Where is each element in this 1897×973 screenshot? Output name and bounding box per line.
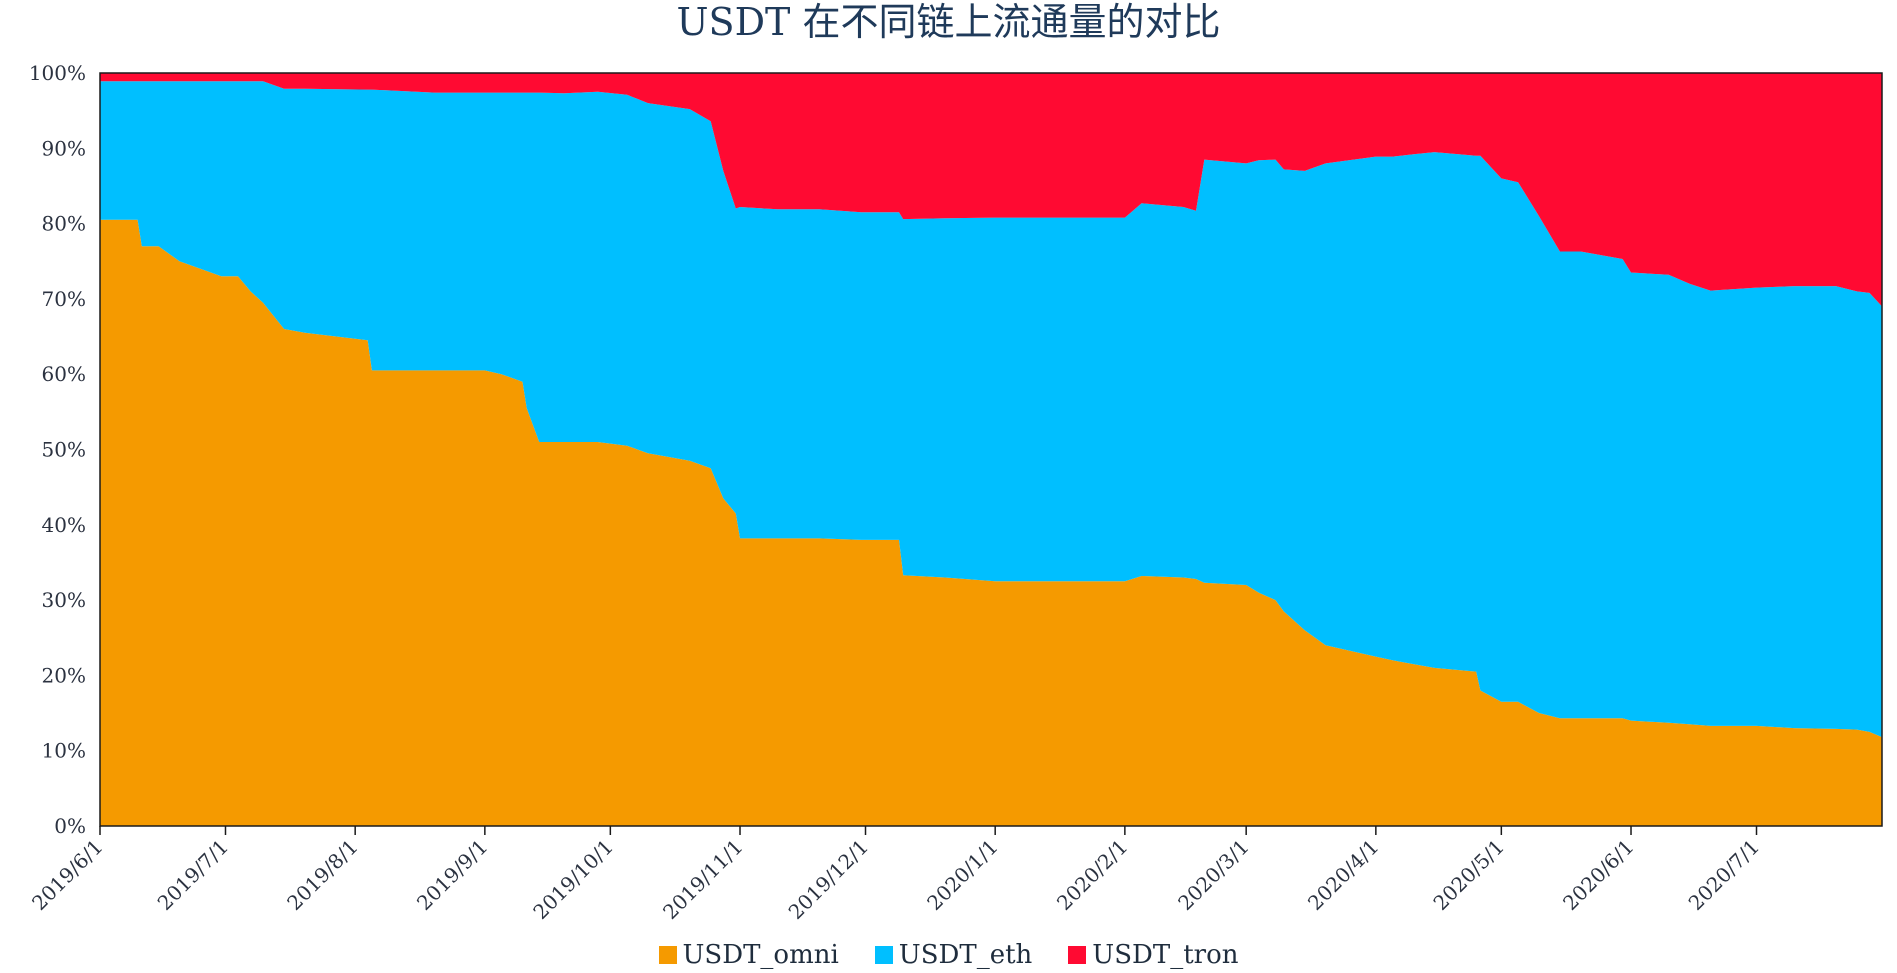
axes: [99, 72, 1883, 827]
x-tick-label: 2020/3/1: [1173, 835, 1253, 915]
legend-label: USDT_omni: [682, 940, 839, 970]
stacked-area-chart: 0% 10% 20% 30% 40% 50% 60% 70% 80% 90% 100% 2019/6…: [27, 61, 1883, 924]
area-usdt-eth: [100, 81, 1882, 738]
x-axis-ticks: 2019/6/1 2019/7/1 2019/8/1 2019/9/1 2019/10/…: [27, 826, 1764, 924]
legend-swatch: [658, 946, 677, 964]
y-tick-label: 100%: [29, 61, 86, 85]
x-tick-label: 2020/2/1: [1052, 835, 1132, 915]
x-tick-label: 2020/6/1: [1558, 835, 1638, 915]
x-tick-label: 2019/11/1: [658, 835, 747, 924]
x-tick-label: 2019/8/1: [282, 835, 362, 915]
y-tick-label: 0%: [54, 814, 86, 838]
x-tick-label: 2019/6/1: [27, 835, 107, 915]
x-tick-label: 2019/7/1: [153, 835, 233, 915]
y-tick-label: 70%: [42, 287, 86, 311]
y-tick-label: 30%: [42, 588, 86, 612]
legend-swatch: [874, 946, 893, 964]
y-tick-label: 40%: [42, 513, 86, 537]
series-areas: [100, 73, 1882, 827]
legend: USDT_omni USDT_eth USDT_tron: [0, 940, 1897, 973]
legend-item-usdt-tron: USDT_tron: [1068, 940, 1238, 970]
y-tick-label: 90%: [42, 136, 86, 160]
y-tick-label: 50%: [42, 438, 86, 462]
y-tick-label: 20%: [42, 663, 86, 687]
area-usdt-tron: [100, 73, 1882, 307]
x-tick-label: 2019/9/1: [412, 835, 492, 915]
x-tick-label: 2019/10/1: [528, 835, 617, 924]
legend-swatch: [1068, 946, 1087, 964]
y-tick-label: 80%: [42, 212, 86, 236]
x-tick-label: 2020/4/1: [1303, 835, 1383, 915]
x-tick-label: 2020/1/1: [922, 835, 1002, 915]
plot-frame: [99, 72, 1883, 827]
x-tick-label: 2019/12/1: [784, 835, 873, 924]
y-tick-label: 10%: [42, 739, 86, 763]
legend-label: USDT_eth: [898, 940, 1033, 970]
y-tick-label: 60%: [42, 362, 86, 386]
chart-title: USDT 在不同链上流通量的对比: [676, 0, 1221, 44]
x-tick-label: 2020/5/1: [1428, 835, 1508, 915]
area-usdt-omni: [100, 219, 1882, 827]
legend-item-usdt-eth: USDT_eth: [874, 940, 1033, 970]
legend-label: USDT_tron: [1092, 940, 1239, 970]
x-tick-label: 2020/7/1: [1684, 835, 1764, 915]
y-axis-ticks: 0% 10% 20% 30% 40% 50% 60% 70% 80% 90% 100%: [29, 61, 86, 838]
legend-item-usdt-omni: USDT_omni: [658, 940, 839, 970]
